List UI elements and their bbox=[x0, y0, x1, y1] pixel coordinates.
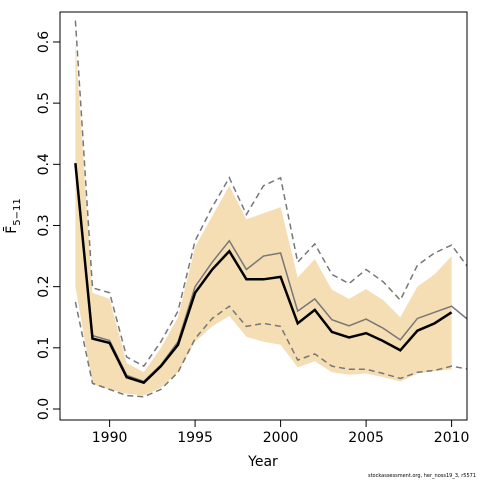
x-axis-label: Year bbox=[247, 454, 278, 470]
series-line bbox=[74, 301, 467, 398]
x-tick-label: 2000 bbox=[263, 430, 299, 446]
confidence-band bbox=[75, 41, 452, 396]
y-axis-label-main: F̄ bbox=[2, 226, 20, 234]
y-tick-label: 0.3 bbox=[36, 214, 52, 236]
y-tick-label: 0.4 bbox=[36, 153, 52, 175]
footnote: stockassessment.org, her_noss19_3, r5571 bbox=[368, 473, 476, 479]
x-tick-label: 2005 bbox=[348, 430, 384, 446]
x-tick-label: 1995 bbox=[177, 430, 213, 446]
y-tick-label: 0.6 bbox=[36, 31, 52, 53]
y-tick-label: 0.1 bbox=[36, 337, 52, 359]
series-line bbox=[74, 164, 467, 383]
plot-frame bbox=[59, 11, 468, 421]
y-tick-label: 0.5 bbox=[36, 92, 52, 114]
y-axis-label: F̄5−11 bbox=[2, 198, 23, 234]
y-tick-label: 0.2 bbox=[36, 276, 52, 298]
series-line bbox=[74, 162, 453, 385]
series-line bbox=[74, 20, 467, 368]
y-axis-label-sub: 5−11 bbox=[12, 198, 23, 225]
x-tick-label: 1990 bbox=[92, 430, 128, 446]
x-tick-label: 2010 bbox=[434, 430, 470, 446]
y-tick-label: 0.0 bbox=[36, 398, 52, 420]
plot-area bbox=[74, 20, 467, 398]
